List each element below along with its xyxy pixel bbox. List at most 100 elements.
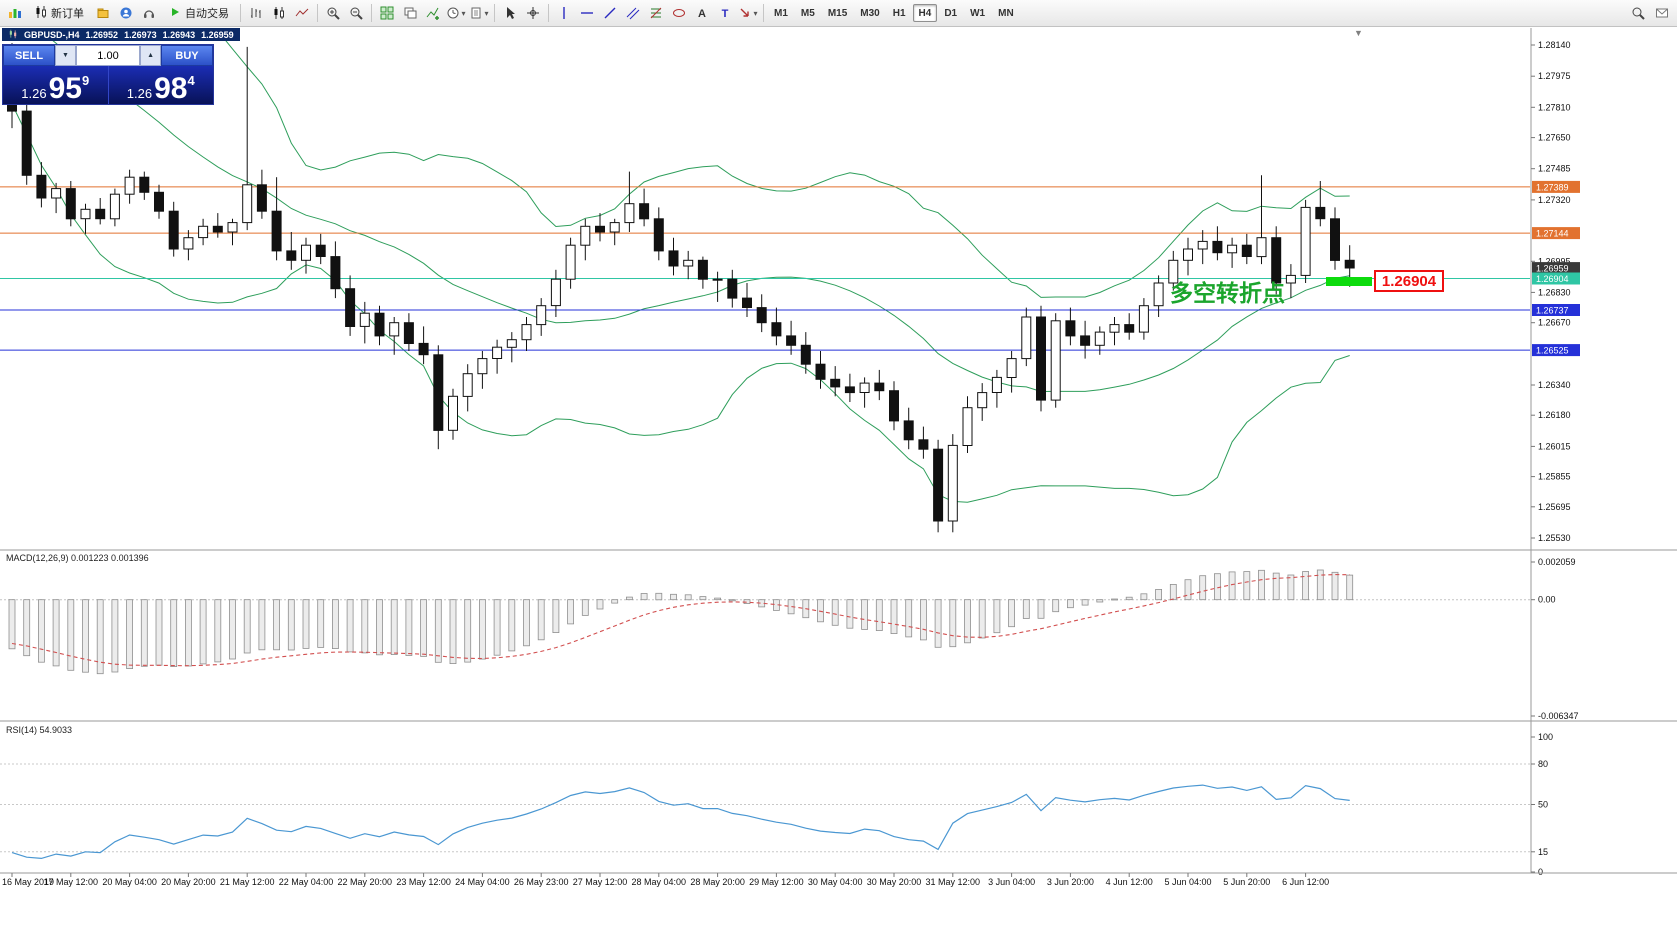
macd-bar [714, 597, 721, 601]
candle-body [1285, 274, 1296, 284]
price-tick-label: 1.27810 [1538, 102, 1571, 112]
search-icon[interactable] [1627, 3, 1649, 23]
support-headset-icon[interactable] [138, 3, 160, 23]
candle-body [653, 218, 664, 252]
candle-body [286, 250, 297, 261]
candle-body [36, 174, 47, 199]
timeframe-d1-button[interactable]: D1 [944, 7, 958, 19]
timeframe-m1-button[interactable]: M1 [774, 7, 788, 19]
main-chart-panel[interactable] [0, 0, 1531, 533]
volume-up-button[interactable]: ▲ [140, 45, 161, 66]
price-tick-label: 1.26015 [1538, 441, 1571, 451]
turning-point-annotation[interactable]: 多空转折点 [1170, 280, 1285, 306]
autoscroll-marker-icon[interactable]: ▼ [1354, 28, 1363, 38]
alerts-icon[interactable] [1651, 3, 1673, 23]
time-tick-label: 22 May 04:00 [279, 877, 334, 887]
candle-body [1300, 206, 1311, 276]
fibonacci-button[interactable] [645, 3, 667, 23]
arrange-windows-button[interactable] [399, 3, 421, 23]
candle-body [109, 193, 120, 220]
macd-bar [861, 599, 868, 630]
profiles-icon[interactable] [92, 3, 114, 23]
text-button[interactable]: A [691, 3, 713, 23]
candle-body [330, 256, 341, 290]
macd-bar [346, 599, 354, 653]
macd-bar [670, 593, 677, 601]
tile-windows-button[interactable] [376, 3, 398, 23]
timeframe-m15-button[interactable]: M15 [827, 7, 848, 19]
zoom-out-button[interactable] [345, 3, 367, 23]
timeframe-mn-button[interactable]: MN [998, 7, 1014, 19]
bollinger-upper-band [214, 28, 1350, 298]
macd-bar [1199, 575, 1207, 601]
quote-symbol-period: GBPUSD-,H4 [24, 29, 80, 40]
svg-text:T: T [722, 8, 729, 20]
quote-open: 1.26952 [85, 29, 119, 40]
macd-histogram [8, 569, 1354, 675]
zoom-in-button[interactable] [322, 3, 344, 23]
candle-body [565, 244, 576, 280]
candle-body [1050, 320, 1061, 401]
candlestick-chart-button[interactable] [268, 3, 290, 23]
new-order-button[interactable]: 新订单 [27, 3, 91, 23]
turning-point-marker[interactable] [1326, 277, 1372, 286]
macd-bar [831, 599, 839, 626]
macd-bar [52, 599, 60, 667]
macd-bar [655, 592, 663, 601]
macd-bar [993, 599, 1001, 634]
price-callout-label[interactable]: 1.26904 [1374, 270, 1444, 292]
candle-body [1241, 244, 1252, 257]
auto-trading-button[interactable]: 自动交易 [161, 3, 236, 23]
macd-bar [699, 596, 707, 601]
time-tick-label: 4 Jun 12:00 [1106, 877, 1153, 887]
toolbar-separator [763, 4, 764, 22]
bid-price-display[interactable]: 1.26 95 9 [3, 66, 109, 104]
price-tick-label: 1.26830 [1538, 287, 1571, 297]
indicators-button[interactable] [422, 3, 444, 23]
ask-price-display[interactable]: 1.26 98 4 [109, 66, 214, 104]
candle-body [492, 346, 503, 360]
timeframe-m5-button[interactable]: M5 [800, 7, 815, 19]
macd-bar [478, 599, 486, 660]
volume-down-button[interactable]: ▼ [55, 45, 76, 66]
cursor-button[interactable] [499, 3, 521, 23]
timeframe-h4-button[interactable]: H4 [912, 4, 938, 22]
time-tick-label: 31 May 12:00 [926, 877, 981, 887]
market-watch-icon[interactable] [115, 3, 137, 23]
trendline-button[interactable] [599, 3, 621, 23]
rsi-scale-label: 80 [1538, 759, 1548, 769]
macd-bar [1052, 599, 1060, 613]
bar-chart-button[interactable] [245, 3, 267, 23]
macd-bar [214, 599, 222, 663]
price-level-label [1532, 180, 1580, 193]
periods-button[interactable] [445, 3, 467, 23]
timeframe-m30-button[interactable]: M30 [860, 7, 880, 19]
macd-bar [464, 599, 472, 663]
sell-button[interactable]: SELL [3, 45, 55, 66]
channel-button[interactable] [622, 3, 644, 23]
line-chart-button[interactable] [291, 3, 313, 23]
chart-title-strip: GBPUSD-,H4 1.26952 1.26973 1.26943 1.269… [2, 28, 240, 41]
crosshair-button[interactable] [522, 3, 544, 23]
arrows-button[interactable] [737, 3, 759, 23]
timeframe-w1-button[interactable]: W1 [970, 7, 986, 19]
candle-body [1109, 324, 1120, 333]
volume-input[interactable] [75, 45, 141, 66]
candle-body [51, 188, 62, 199]
shapes-button[interactable] [668, 3, 690, 23]
macd-bar [317, 599, 325, 648]
buy-button[interactable]: BUY [161, 45, 213, 66]
price-level-label-text: 1.27144 [1536, 229, 1569, 239]
timeframe-h1-button[interactable]: H1 [892, 7, 906, 19]
candle-body [1212, 240, 1223, 254]
templates-button[interactable] [468, 3, 490, 23]
candle-body [962, 407, 973, 447]
label-button[interactable]: T [714, 3, 736, 23]
candle-body [403, 322, 414, 345]
candle-body [727, 278, 738, 299]
macd-bar [155, 599, 163, 666]
vertical-line-button[interactable] [553, 3, 575, 23]
horizontal-line-button[interactable] [576, 3, 598, 23]
ask-big-digits: 98 [154, 72, 188, 105]
